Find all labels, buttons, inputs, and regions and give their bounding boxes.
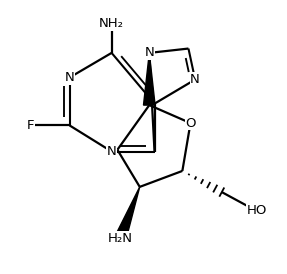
Text: NH₂: NH₂: [99, 17, 124, 30]
Text: O: O: [185, 116, 196, 130]
Text: N: N: [65, 71, 74, 84]
Text: HO: HO: [247, 204, 267, 218]
Text: N: N: [190, 73, 200, 86]
Text: H₂N: H₂N: [108, 232, 133, 245]
Text: F: F: [27, 119, 34, 132]
Text: N: N: [144, 46, 154, 59]
Polygon shape: [115, 187, 140, 241]
Polygon shape: [144, 53, 155, 105]
Text: N: N: [107, 145, 117, 158]
